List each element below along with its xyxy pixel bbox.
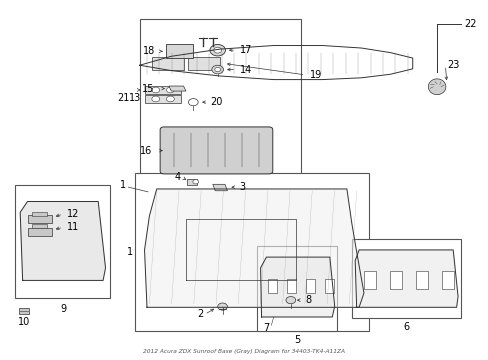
Circle shape xyxy=(285,297,295,304)
Text: 2: 2 xyxy=(196,310,203,319)
Bar xyxy=(144,95,181,103)
Text: 3: 3 xyxy=(239,182,245,192)
Bar xyxy=(144,86,181,94)
Polygon shape xyxy=(427,79,445,95)
Polygon shape xyxy=(27,228,52,235)
Circle shape xyxy=(214,67,220,72)
Circle shape xyxy=(166,87,174,93)
Bar xyxy=(256,246,336,330)
Bar xyxy=(152,57,183,70)
Text: 19: 19 xyxy=(310,70,322,80)
Polygon shape xyxy=(260,257,334,317)
Text: 13: 13 xyxy=(128,93,141,103)
Text: 18: 18 xyxy=(142,46,155,56)
Polygon shape xyxy=(354,250,457,307)
Text: 9: 9 xyxy=(60,304,66,314)
Polygon shape xyxy=(20,202,105,280)
Bar xyxy=(166,44,193,58)
Polygon shape xyxy=(32,212,47,216)
Text: 1: 1 xyxy=(120,180,126,190)
Bar xyxy=(135,173,368,330)
Bar xyxy=(15,185,110,298)
Polygon shape xyxy=(389,271,401,289)
Bar xyxy=(140,19,300,175)
Polygon shape xyxy=(305,279,314,293)
Circle shape xyxy=(211,65,223,74)
Polygon shape xyxy=(267,279,276,293)
Text: 14: 14 xyxy=(239,64,251,75)
Text: 5: 5 xyxy=(293,334,300,345)
Text: 1: 1 xyxy=(126,247,133,257)
Polygon shape xyxy=(415,271,427,289)
Circle shape xyxy=(213,47,221,53)
Text: 17: 17 xyxy=(239,45,251,55)
Text: 11: 11 xyxy=(66,222,79,232)
Text: 10: 10 xyxy=(18,317,30,327)
Text: 20: 20 xyxy=(210,97,223,107)
Text: 16: 16 xyxy=(139,145,152,156)
Text: 7: 7 xyxy=(263,323,269,333)
Circle shape xyxy=(152,96,159,102)
Polygon shape xyxy=(187,179,197,185)
Text: 23: 23 xyxy=(446,60,458,70)
Polygon shape xyxy=(212,184,227,191)
Circle shape xyxy=(209,44,225,56)
Polygon shape xyxy=(286,279,295,293)
Text: 8: 8 xyxy=(305,295,311,305)
Text: 12: 12 xyxy=(66,209,79,219)
Circle shape xyxy=(166,96,174,102)
FancyBboxPatch shape xyxy=(160,127,272,174)
Polygon shape xyxy=(363,271,375,289)
Polygon shape xyxy=(19,308,29,314)
Polygon shape xyxy=(441,271,453,289)
Circle shape xyxy=(192,180,198,184)
Text: 2012 Acura ZDX Sunroof Base (Gray) Diagram for 34403-TK4-A11ZA: 2012 Acura ZDX Sunroof Base (Gray) Diagr… xyxy=(143,349,345,354)
Bar xyxy=(351,239,461,318)
Text: 22: 22 xyxy=(463,19,475,29)
Polygon shape xyxy=(27,215,52,223)
Circle shape xyxy=(152,87,159,93)
Text: 21: 21 xyxy=(117,93,130,103)
Polygon shape xyxy=(168,86,185,91)
Circle shape xyxy=(188,99,198,106)
Text: 4: 4 xyxy=(175,172,181,183)
Text: 6: 6 xyxy=(403,322,408,332)
Polygon shape xyxy=(144,189,363,307)
Polygon shape xyxy=(32,224,47,228)
Text: 15: 15 xyxy=(142,84,155,94)
Circle shape xyxy=(217,303,227,310)
Bar xyxy=(188,57,220,70)
Polygon shape xyxy=(325,279,333,293)
